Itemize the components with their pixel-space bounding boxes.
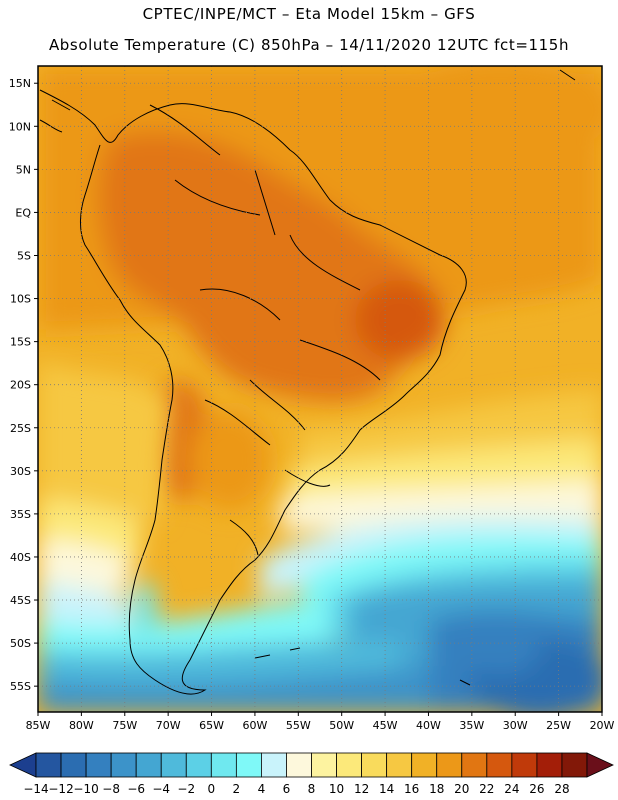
colorbar-swatch <box>235 752 262 778</box>
colorbar-swatch <box>361 752 388 778</box>
colorbar-label: 20 <box>454 782 469 796</box>
lon-tick-label: 80W <box>69 719 94 732</box>
colorbar-swatch <box>511 752 538 778</box>
lat-tick-label: 5N <box>16 163 31 176</box>
colorbar-label: 0 <box>207 782 215 796</box>
colorbar-label: 26 <box>529 782 544 796</box>
lon-tick-label: 40W <box>416 719 441 732</box>
colorbar-swatch <box>185 752 212 778</box>
colorbar-label: 12 <box>354 782 369 796</box>
lon-tick-label: 30W <box>503 719 528 732</box>
longitude-labels: 85W 80W 75W 70W 65W 60W 55W 50W 45W 40W 35W 30W 25W 2… <box>26 712 615 732</box>
lon-tick-label: 60W <box>242 719 267 732</box>
colorbar-label: 22 <box>479 782 494 796</box>
colorbar-label: −4 <box>152 782 170 796</box>
map-frame <box>37 65 603 713</box>
colorbar-swatch <box>486 752 513 778</box>
colorbar-swatch <box>60 752 87 778</box>
lat-tick-label: 5S <box>17 249 31 262</box>
colorbar-label: 10 <box>329 782 344 796</box>
colorbar-swatch <box>110 752 137 778</box>
colorbar-swatch <box>561 752 588 778</box>
lon-tick-label: 65W <box>199 719 224 732</box>
lat-tick-label: 50S <box>10 637 31 650</box>
lat-tick-label: 15S <box>10 336 31 349</box>
latitude-labels: 15N 10N 5N EQ 5S 10S 15S 20S 25S 30S 35S 40S 45S 50S 5… <box>9 77 38 693</box>
colorbar-label: 4 <box>258 782 266 796</box>
colorbar-max-arrow <box>586 752 614 778</box>
lat-tick-label: 55S <box>10 680 31 693</box>
colorbar-min-arrow <box>9 752 37 778</box>
lon-tick-label: 55W <box>286 719 311 732</box>
colorbar-label: 24 <box>504 782 519 796</box>
colorbar-label: −10 <box>73 782 98 796</box>
lat-tick-label: 10N <box>9 120 31 133</box>
colorbar-label: −12 <box>48 782 73 796</box>
map-title: CPTEC/INPE/MCT – Eta Model 15km – GFS <box>142 5 476 23</box>
map-subtitle: Absolute Temperature (C) 850hPa – 14/11/… <box>48 36 570 54</box>
colorbar-swatch <box>210 752 237 778</box>
lat-tick-label: EQ <box>15 206 31 219</box>
lat-tick-label: 15N <box>9 77 31 90</box>
temperature-field <box>38 66 602 712</box>
colorbar-swatch <box>461 752 488 778</box>
coastline-and-borders <box>39 69 576 695</box>
lat-tick-label: 20S <box>10 379 31 392</box>
colorbar-swatch <box>311 752 337 778</box>
colorbar-swatch <box>160 752 187 778</box>
colorbar-swatch <box>536 752 563 778</box>
colorbar-swatch <box>286 752 312 778</box>
lat-tick-label: 30S <box>10 465 31 478</box>
lon-tick-label: 25W <box>546 719 571 732</box>
colorbar-swatch <box>336 752 362 778</box>
colorbar-label: 6 <box>283 782 291 796</box>
temperature-colorbar <box>9 752 614 778</box>
lon-tick-label: 45W <box>373 719 398 732</box>
lon-tick-label: 85W <box>26 719 51 732</box>
lon-tick-label: 50W <box>329 719 354 732</box>
lon-tick-label: 70W <box>156 719 181 732</box>
colorbar-label: −6 <box>127 782 145 796</box>
colorbar-swatch <box>411 752 438 778</box>
colorbar-label: 14 <box>379 782 394 796</box>
lat-tick-label: 10S <box>10 293 31 306</box>
lon-tick-label: 75W <box>112 719 137 732</box>
lon-tick-label: 20W <box>590 719 615 732</box>
colorbar-label: −8 <box>102 782 120 796</box>
colorbar-labels: −14 −12 −10 −8 −6 −4 −2 0 2 4 6 8 10 12 14 16 18 20 22 24 26… <box>23 782 569 796</box>
colorbar-swatch <box>386 752 413 778</box>
colorbar-swatch <box>135 752 162 778</box>
colorbar-label: 8 <box>308 782 316 796</box>
lat-tick-label: 45S <box>10 594 31 607</box>
colorbar-swatch <box>436 752 463 778</box>
colorbar-label: −2 <box>177 782 195 796</box>
lat-tick-label: 40S <box>10 551 31 564</box>
colorbar-label: −14 <box>23 782 48 796</box>
colorbar-swatch <box>261 752 287 778</box>
colorbar-label: 18 <box>429 782 444 796</box>
colorbar-swatch <box>85 752 112 778</box>
lon-tick-label: 35W <box>459 719 484 732</box>
lat-tick-label: 35S <box>10 508 31 521</box>
colorbar-label: 16 <box>404 782 419 796</box>
colorbar-swatch <box>35 752 62 778</box>
colorbar-label: 2 <box>233 782 241 796</box>
colorbar-label: 28 <box>554 782 569 796</box>
lat-tick-label: 25S <box>10 422 31 435</box>
